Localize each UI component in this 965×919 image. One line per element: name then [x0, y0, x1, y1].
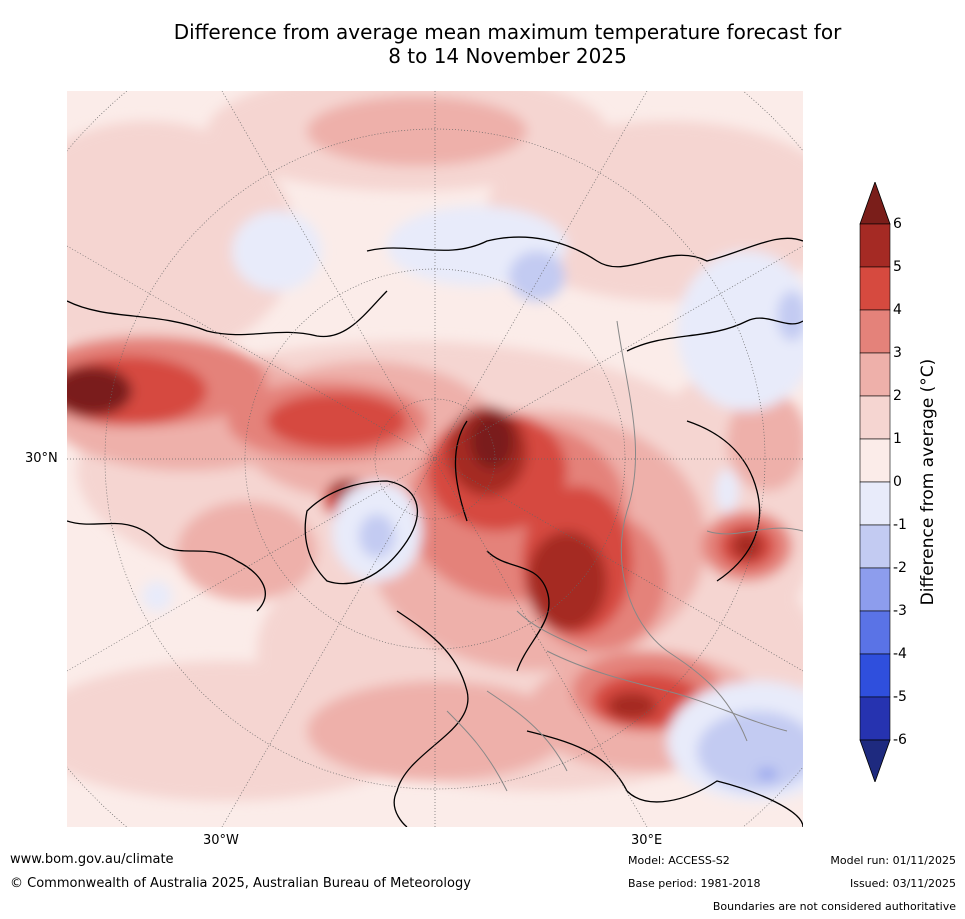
colorbar-band — [859, 696, 891, 741]
colorbar-tick-label: 6 — [893, 216, 902, 232]
colorbar-title: Difference from average (°C) — [918, 358, 938, 606]
longitude-label-30w: 30°W — [203, 833, 239, 848]
latitude-label-30n: 30°N — [25, 451, 58, 466]
colorbar-tick-label: -4 — [893, 646, 907, 662]
colorbar-svg — [859, 180, 891, 784]
colorbar-band — [859, 610, 891, 655]
longitude-label-30e: 30°E — [631, 833, 663, 848]
colorbar-extend-max — [859, 180, 891, 225]
colorbar-extend-min — [859, 739, 891, 784]
colorbar-tick-label: 5 — [893, 259, 902, 275]
colorbar-tick-label: -3 — [893, 603, 907, 619]
colorbar-band — [859, 481, 891, 526]
colorbar-band — [859, 266, 891, 311]
colorbar-tick-label: 1 — [893, 431, 902, 447]
colorbar-tick-label: -2 — [893, 560, 907, 576]
map-svg — [67, 91, 803, 827]
map-title: Difference from average mean maximum tem… — [70, 20, 945, 68]
disclaimer-text: Boundaries are not considered authoritat… — [712, 900, 956, 913]
anomaly-shading — [67, 91, 803, 801]
coastlines — [67, 236, 803, 827]
colorbar — [858, 180, 892, 786]
colorbar-tick-label: 2 — [893, 388, 902, 404]
colorbar-band — [859, 352, 891, 397]
colorbar-band — [859, 653, 891, 698]
colorbar-tick-label: -6 — [893, 732, 907, 748]
colorbar-band — [859, 567, 891, 612]
graticule — [67, 91, 803, 827]
colorbar-band — [859, 223, 891, 268]
colorbar-tick-label: 0 — [893, 474, 902, 490]
colorbar-tick-label: 3 — [893, 345, 902, 361]
colorbar-band — [859, 524, 891, 569]
title-line-2: 8 to 14 November 2025 — [388, 44, 627, 68]
colorbar-tick-label: -1 — [893, 517, 907, 533]
title-line-1: Difference from average mean maximum tem… — [173, 20, 842, 44]
model-name: Model: ACCESS-S2 — [628, 854, 730, 867]
colorbar-tick-label: 4 — [893, 302, 902, 318]
issued-date: Issued: 03/11/2025 — [849, 877, 956, 890]
base-period: Base period: 1981-2018 — [628, 877, 761, 890]
colorbar-band — [859, 438, 891, 483]
bom-url-link[interactable]: www.bom.gov.au/climate — [10, 852, 174, 867]
model-run-date: Model run: 01/11/2025 — [830, 854, 956, 867]
colorbar-band — [859, 395, 891, 440]
country-boundaries — [446, 320, 803, 792]
copyright-text: © Commonwealth of Australia 2025, Austra… — [10, 876, 471, 891]
temperature-anomaly-map[interactable] — [67, 91, 803, 827]
colorbar-tick-label: -5 — [893, 689, 907, 705]
colorbar-band — [859, 309, 891, 354]
